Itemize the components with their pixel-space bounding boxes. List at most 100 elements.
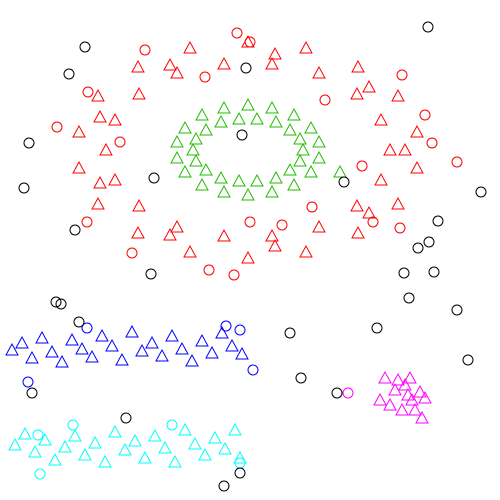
triangle-point xyxy=(265,100,279,114)
triangle-point xyxy=(188,436,202,450)
circle-point xyxy=(50,296,62,308)
triangle-point xyxy=(415,410,429,424)
circle-point xyxy=(244,216,256,228)
circle-point xyxy=(139,44,151,56)
triangle-point xyxy=(178,164,192,178)
triangle-point xyxy=(195,107,209,121)
triangle-point xyxy=(312,150,326,164)
triangle-point xyxy=(410,160,424,174)
triangle-point xyxy=(75,341,89,355)
circle-point xyxy=(220,320,232,332)
triangle-point xyxy=(241,250,255,264)
circle-point xyxy=(166,419,178,431)
triangle-point xyxy=(333,164,347,178)
triangle-point xyxy=(350,86,364,100)
circle-point xyxy=(423,236,435,248)
circle-point xyxy=(331,387,343,399)
triangle-point xyxy=(158,440,172,454)
circle-point xyxy=(240,62,252,74)
triangle-point xyxy=(115,352,129,366)
triangle-point xyxy=(95,328,109,342)
circle-point xyxy=(120,412,132,424)
triangle-point xyxy=(198,447,212,461)
circle-point xyxy=(451,156,463,168)
circle-point xyxy=(398,267,410,279)
circle-point xyxy=(22,376,34,388)
triangle-point xyxy=(268,46,282,60)
circle-point xyxy=(356,160,368,172)
triangle-point xyxy=(183,244,197,258)
circle-point xyxy=(319,94,331,106)
triangle-point xyxy=(183,40,197,54)
triangle-point xyxy=(374,172,388,186)
triangle-point xyxy=(205,345,219,359)
triangle-point xyxy=(38,432,52,446)
triangle-point xyxy=(215,325,229,339)
triangle-point xyxy=(170,134,184,148)
triangle-point xyxy=(374,112,388,126)
triangle-point xyxy=(199,122,213,136)
triangle-point xyxy=(265,184,279,198)
triangle-point xyxy=(72,160,86,174)
circle-point xyxy=(81,216,93,228)
triangle-point xyxy=(25,350,39,364)
triangle-point xyxy=(189,131,203,145)
triangle-point xyxy=(65,332,79,346)
circle-point xyxy=(338,176,350,188)
triangle-point xyxy=(217,228,231,242)
triangle-point xyxy=(241,187,255,201)
triangle-point xyxy=(250,173,264,187)
triangle-point xyxy=(165,328,179,342)
triangle-point xyxy=(362,205,376,219)
triangle-point xyxy=(185,353,199,367)
triangle-point xyxy=(170,150,184,164)
triangle-point xyxy=(155,348,169,362)
triangle-point xyxy=(72,124,86,138)
triangle-point xyxy=(78,447,92,461)
triangle-point xyxy=(93,109,107,123)
triangle-point xyxy=(232,173,246,187)
triangle-point xyxy=(170,219,184,233)
triangle-point xyxy=(228,422,242,436)
circle-point xyxy=(228,269,240,281)
circle-point xyxy=(426,137,438,149)
triangle-point xyxy=(170,65,184,79)
triangle-point xyxy=(395,402,409,416)
triangle-point xyxy=(88,435,102,449)
circle-point xyxy=(422,21,434,33)
circle-point xyxy=(63,68,75,80)
circle-point xyxy=(371,322,383,334)
triangle-point xyxy=(383,142,397,156)
circle-point xyxy=(67,419,79,431)
circle-point xyxy=(145,268,157,280)
triangle-point xyxy=(45,344,59,358)
triangle-point xyxy=(145,335,159,349)
triangle-point xyxy=(233,450,247,464)
circle-point xyxy=(367,216,379,228)
circle-point xyxy=(69,224,81,236)
triangle-point xyxy=(312,65,326,79)
triangle-point xyxy=(351,225,365,239)
triangle-point xyxy=(383,397,397,411)
triangle-point xyxy=(163,227,177,241)
triangle-point xyxy=(388,382,402,396)
triangle-point xyxy=(128,433,142,447)
circle-point xyxy=(432,215,444,227)
circle-point xyxy=(114,136,126,148)
circle-point xyxy=(247,364,259,376)
triangle-point xyxy=(118,442,132,456)
triangle-point xyxy=(299,244,313,258)
triangle-point xyxy=(293,153,307,167)
triangle-point xyxy=(8,437,22,451)
triangle-point xyxy=(217,184,231,198)
triangle-point xyxy=(378,370,392,384)
triangle-point xyxy=(175,341,189,355)
triangle-point xyxy=(217,56,231,70)
triangle-point xyxy=(195,177,209,191)
triangle-point xyxy=(35,330,49,344)
triangle-point xyxy=(391,372,405,386)
triangle-point xyxy=(131,59,145,73)
triangle-point xyxy=(93,175,107,189)
triangle-point xyxy=(214,170,228,184)
